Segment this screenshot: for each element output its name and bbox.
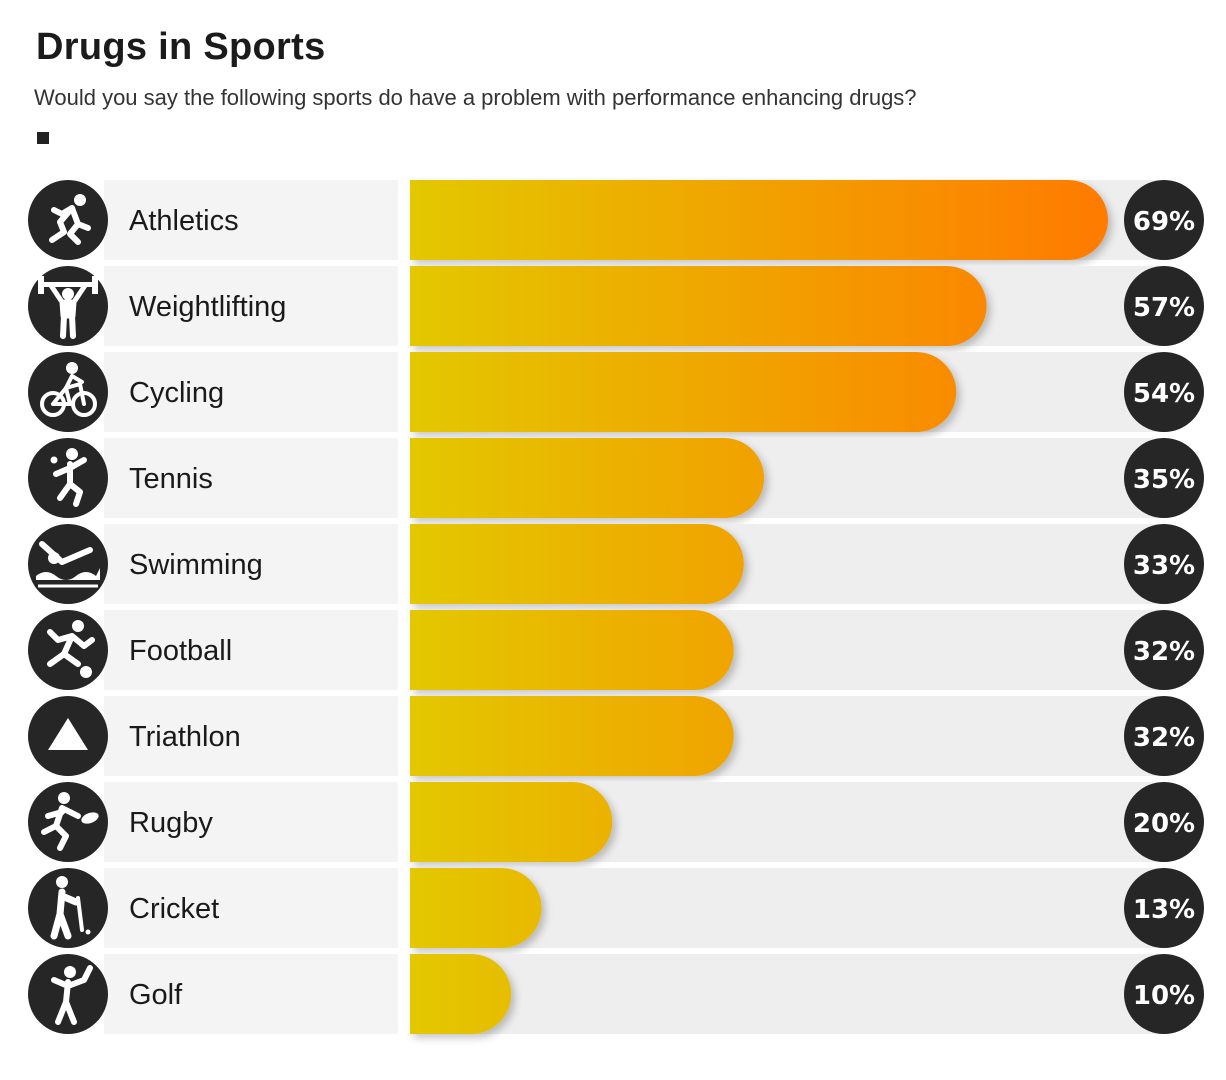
chart-row: Tennis 35%	[28, 438, 1204, 518]
chart-row: Football 32%	[28, 610, 1204, 690]
rugby-icon	[28, 782, 108, 862]
golf-icon	[28, 954, 108, 1034]
bar-track	[410, 954, 1165, 1034]
value-label: 32%	[1133, 723, 1195, 753]
row-label-background	[104, 782, 398, 862]
football-icon	[28, 610, 108, 690]
category-label: Cycling	[129, 377, 224, 409]
legend-marker	[37, 132, 49, 144]
value-label: 13%	[1133, 895, 1195, 925]
chart-row: Weightlifting 57%	[28, 266, 1204, 346]
bar	[410, 954, 512, 1034]
category-label: Cricket	[129, 893, 219, 925]
value-label: 10%	[1133, 981, 1195, 1011]
value-badge	[1124, 696, 1204, 776]
chart-row: Cycling 54%	[28, 352, 1204, 432]
value-label: 33%	[1133, 551, 1195, 581]
bar	[410, 696, 734, 776]
tennis-icon	[28, 438, 108, 518]
value-badge	[1124, 610, 1204, 690]
row-label-background	[104, 352, 398, 432]
value-badge	[1124, 954, 1204, 1034]
value-label: 69%	[1133, 207, 1195, 237]
category-label: Weightlifting	[129, 291, 286, 323]
category-label: Swimming	[129, 549, 263, 581]
chart-row: Athletics 69%	[28, 180, 1204, 260]
row-label-background	[104, 868, 398, 948]
bar	[410, 438, 765, 518]
bar	[410, 352, 957, 432]
row-label-background	[104, 696, 398, 776]
value-label: 32%	[1133, 637, 1195, 667]
running-icon	[28, 180, 108, 260]
bar	[410, 782, 613, 862]
weightlifting-icon	[28, 266, 108, 346]
chart-title: Drugs in Sports	[36, 26, 326, 68]
chart-subtitle: Would you say the following sports do ha…	[34, 85, 917, 110]
value-badge	[1124, 868, 1204, 948]
bar	[410, 868, 542, 948]
triathlon-triangle-icon	[28, 696, 108, 776]
category-label: Triathlon	[129, 721, 241, 753]
chart-row: Triathlon 32%	[28, 696, 1204, 776]
value-badge	[1124, 782, 1204, 862]
chart-row: Golf 10%	[28, 954, 1204, 1034]
cricket-icon	[28, 868, 108, 948]
row-label-background	[104, 266, 398, 346]
value-badge	[1124, 180, 1204, 260]
chart-rows: Athletics 69% Weightlifting 57% Cycling 54% Te…	[28, 180, 1204, 1034]
row-label-background	[104, 954, 398, 1034]
bar	[410, 266, 987, 346]
row-label-background	[104, 180, 398, 260]
row-label-background	[104, 524, 398, 604]
value-badge	[1124, 524, 1204, 604]
value-badge	[1124, 438, 1204, 518]
cycling-icon	[28, 352, 108, 432]
category-label: Athletics	[129, 205, 239, 237]
swimming-icon	[28, 524, 108, 604]
bar	[410, 180, 1108, 260]
bar	[410, 524, 744, 604]
category-label: Rugby	[129, 807, 213, 839]
category-label: Tennis	[129, 463, 213, 495]
chart-row: Swimming 33%	[28, 524, 1204, 604]
value-label: 57%	[1133, 293, 1195, 323]
category-label: Football	[129, 635, 232, 667]
value-label: 35%	[1133, 465, 1195, 495]
value-label: 20%	[1133, 809, 1195, 839]
row-label-background	[104, 438, 398, 518]
category-label: Golf	[129, 979, 183, 1011]
bar	[410, 610, 734, 690]
chart-row: Rugby 20%	[28, 782, 1204, 862]
value-badge	[1124, 352, 1204, 432]
chart-row: Cricket 13%	[28, 868, 1204, 948]
value-label: 54%	[1133, 379, 1195, 409]
row-label-background	[104, 610, 398, 690]
value-badge	[1124, 266, 1204, 346]
